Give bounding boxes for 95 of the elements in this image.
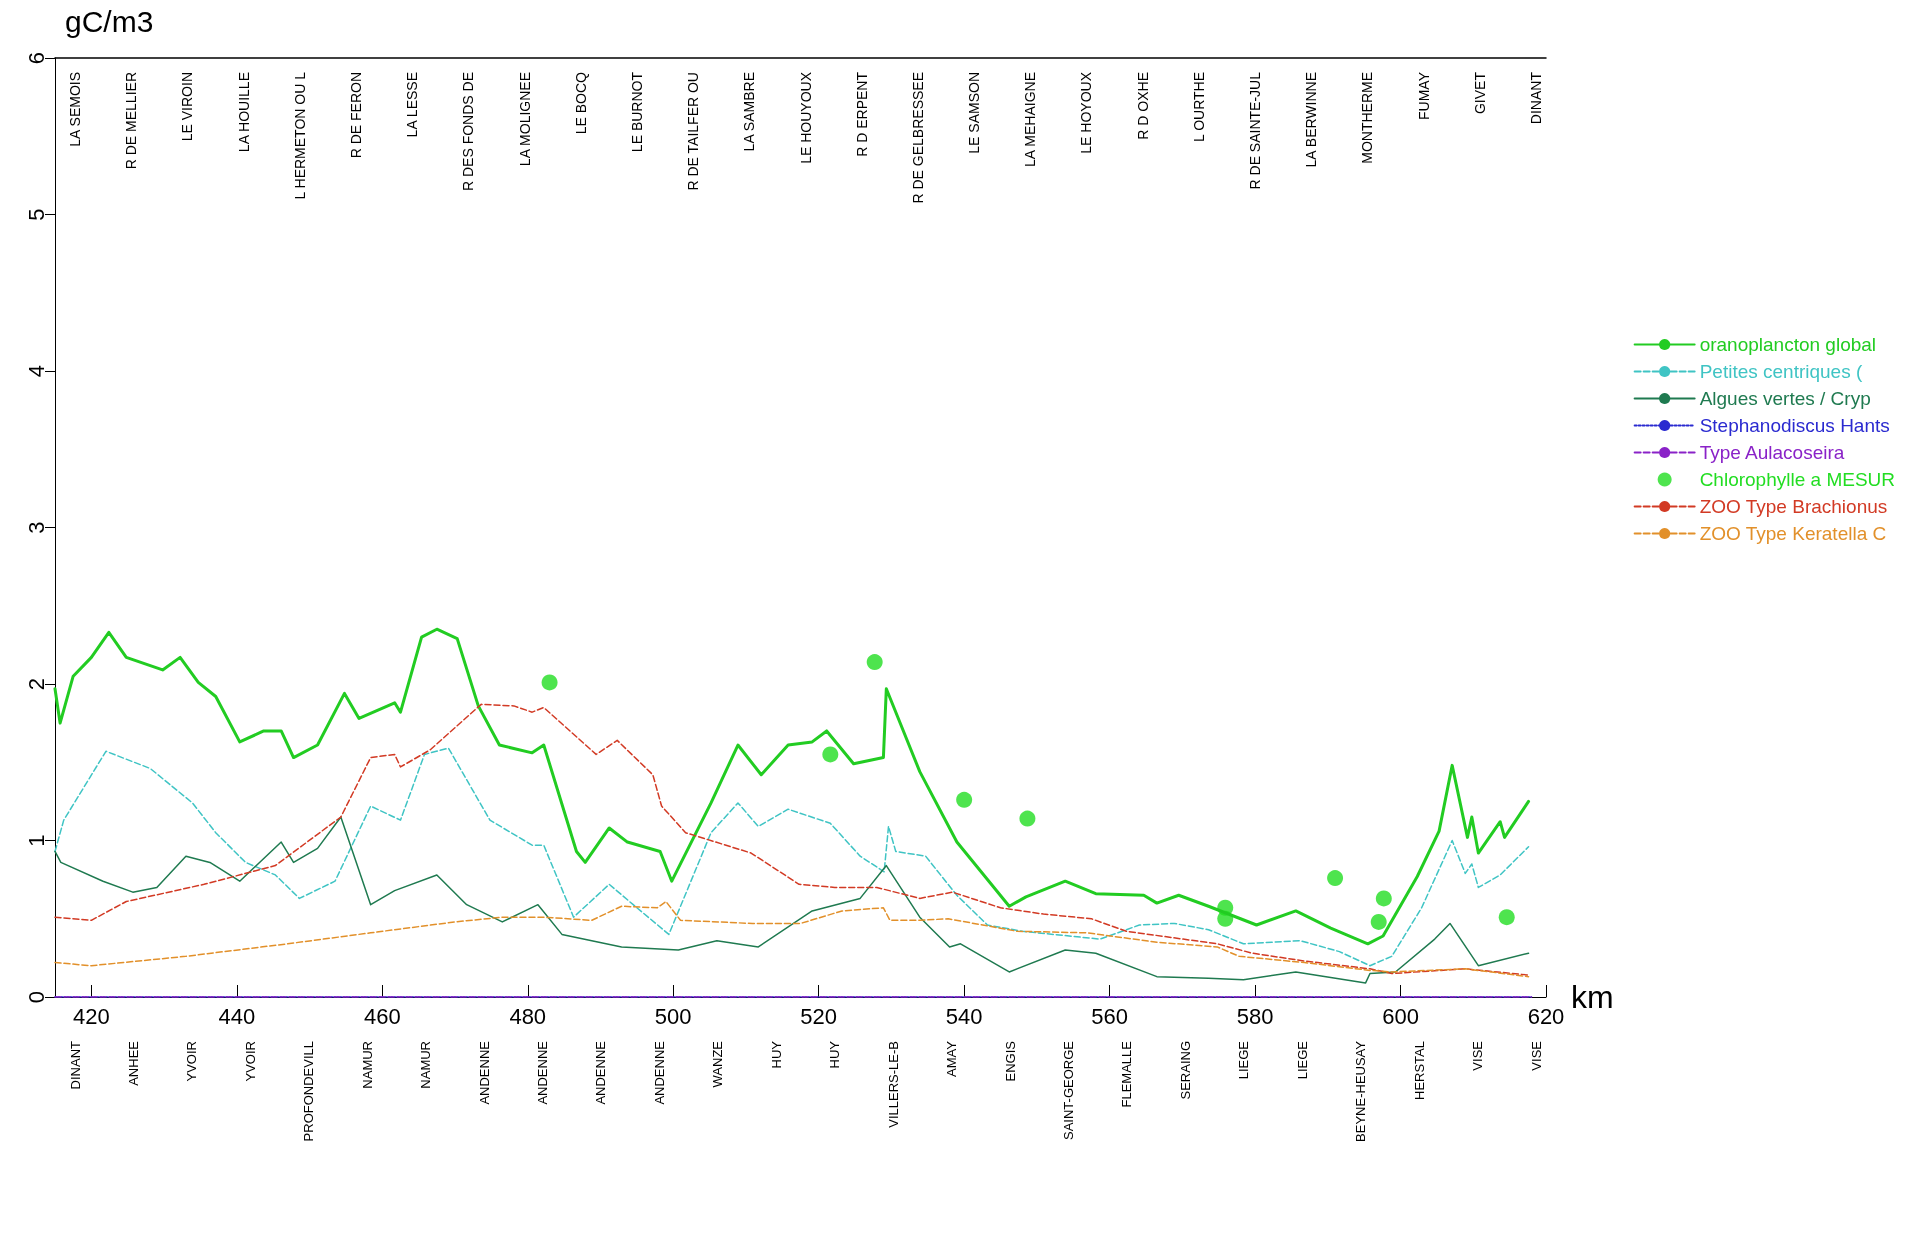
text: SERAING — [1177, 1041, 1193, 1100]
text: VISE — [1470, 1040, 1486, 1071]
x-tick-label: 600 — [1382, 1003, 1419, 1029]
annotation: LA SAMBRE — [741, 72, 758, 152]
x-tick-label: 520 — [800, 1003, 838, 1029]
legend-label: ZOO Type Brachionus — [1699, 496, 1888, 517]
annotation: LE VIROIN — [179, 72, 196, 142]
text: SAINT-GEORGE — [1060, 1040, 1076, 1140]
text: NAMUR — [418, 1041, 434, 1089]
text: VILLERS-LE-B — [885, 1041, 901, 1128]
y-tick-label: 2 — [23, 677, 49, 691]
point — [956, 791, 973, 808]
text: LIEGE — [1236, 1040, 1252, 1080]
x-tick-label: 540 — [945, 1003, 983, 1029]
legend-label: Algues vertes / Cryp — [1699, 388, 1871, 409]
text: ENGIS — [1002, 1040, 1018, 1082]
y-tick-label: 6 — [23, 51, 49, 65]
text: NAMUR — [359, 1041, 375, 1089]
annotation: MONTHERME — [1359, 72, 1376, 164]
line-series — [54, 747, 1530, 967]
legend-label: oranoplancton global — [1699, 334, 1877, 355]
annotation: LE HOYOUX — [1078, 71, 1095, 154]
annotation: LE BURNOT — [628, 71, 645, 153]
x-tick-label: 560 — [1091, 1003, 1128, 1029]
annotation: R D ERPENT — [853, 71, 870, 157]
point — [1327, 870, 1344, 887]
text: ANDENNE — [476, 1040, 492, 1105]
text: DINANT — [67, 1040, 83, 1090]
annotation: R DE MELLIER — [123, 72, 140, 170]
text: LIEGE — [1294, 1040, 1310, 1080]
text: FLEMALLE — [1119, 1040, 1135, 1108]
annotation: LE HOUYOUX — [797, 71, 814, 164]
y-tick-label: 4 — [23, 364, 49, 378]
line-series — [54, 900, 1530, 978]
annotation: GIVET — [1471, 71, 1488, 115]
annotation: LA HOUILLE — [235, 72, 252, 153]
y-tick-label: 3 — [23, 521, 49, 534]
annotation: L HERMETON OU L — [291, 71, 308, 200]
text: YVOIR — [184, 1041, 200, 1082]
y-tick-label: 0 — [23, 990, 49, 1004]
annotation: R DE FERON — [347, 72, 364, 159]
text: PROFONDEVILL — [301, 1041, 317, 1142]
x-tick-label: 620 — [1527, 1003, 1565, 1029]
x-tick-label: 440 — [218, 1003, 256, 1029]
annotation: FUMAY — [1415, 71, 1432, 120]
annotation: R DE SAINTE-JUL — [1247, 71, 1264, 190]
line-series — [54, 703, 1530, 976]
text: ANDENNE — [535, 1040, 551, 1105]
annotation: R DE GELBRESSEE — [909, 72, 926, 204]
annotation: LA SEMOIS — [67, 72, 83, 147]
legend-label: Chlorophylle a MESUR — [1699, 469, 1896, 490]
point — [1375, 890, 1392, 907]
annotation: L OURTHE — [1190, 72, 1207, 143]
text: WANZE — [710, 1040, 726, 1088]
annotation: LA MEHAIGNE — [1022, 72, 1039, 167]
text: HUY — [768, 1040, 784, 1069]
annotation: R DE TAILFER OU — [685, 72, 702, 191]
y-tick-label: 5 — [23, 208, 49, 221]
x-tick-label: 480 — [509, 1003, 547, 1029]
point — [866, 654, 883, 671]
annotation: R D OXHE — [1134, 72, 1151, 140]
text: AMAY — [944, 1040, 960, 1077]
point — [1019, 810, 1036, 827]
annotation: LE BOCQ — [572, 71, 589, 135]
x-axis-title: km — [1571, 979, 1614, 1015]
point — [822, 746, 839, 763]
text: ANDENNE — [593, 1040, 609, 1105]
text: HERSTAL — [1411, 1041, 1427, 1100]
text: YVOIR — [242, 1041, 258, 1082]
point — [541, 674, 558, 691]
legend-label: ZOO Type Keratella C — [1699, 523, 1887, 544]
legend-label: Petites centriques ( — [1699, 361, 1863, 382]
annotation: LA LESSE — [404, 72, 421, 138]
legend-label: Type Aulacoseira — [1699, 442, 1845, 463]
annotation: LE SAMSON — [966, 72, 983, 154]
point — [1498, 909, 1515, 926]
legend-label: Stephanodiscus Hants — [1699, 415, 1890, 436]
y-tick-label: 1 — [23, 834, 49, 847]
x-tick-label: 460 — [363, 1003, 401, 1029]
x-tick-label: 420 — [73, 1003, 110, 1029]
y-axis-title: gC/m3 — [65, 4, 154, 38]
x-tick-label: 500 — [654, 1003, 692, 1029]
annotation: LA MOLIGNEE — [516, 72, 533, 167]
annotation: LA BERWINNE — [1303, 72, 1320, 168]
text: ANDENNE — [651, 1040, 667, 1105]
text: ANHEE — [125, 1040, 141, 1086]
line-series — [54, 816, 1530, 984]
text: VISE — [1528, 1040, 1544, 1071]
annotation: DINANT — [1528, 71, 1544, 125]
text: HUY — [827, 1040, 843, 1069]
line-series — [53, 627, 1531, 946]
text: BEYNE-HEUSAY — [1353, 1040, 1369, 1142]
x-tick-label: 580 — [1236, 1003, 1274, 1029]
annotation: R DES FONDS DE — [460, 72, 477, 192]
point — [1370, 913, 1387, 930]
